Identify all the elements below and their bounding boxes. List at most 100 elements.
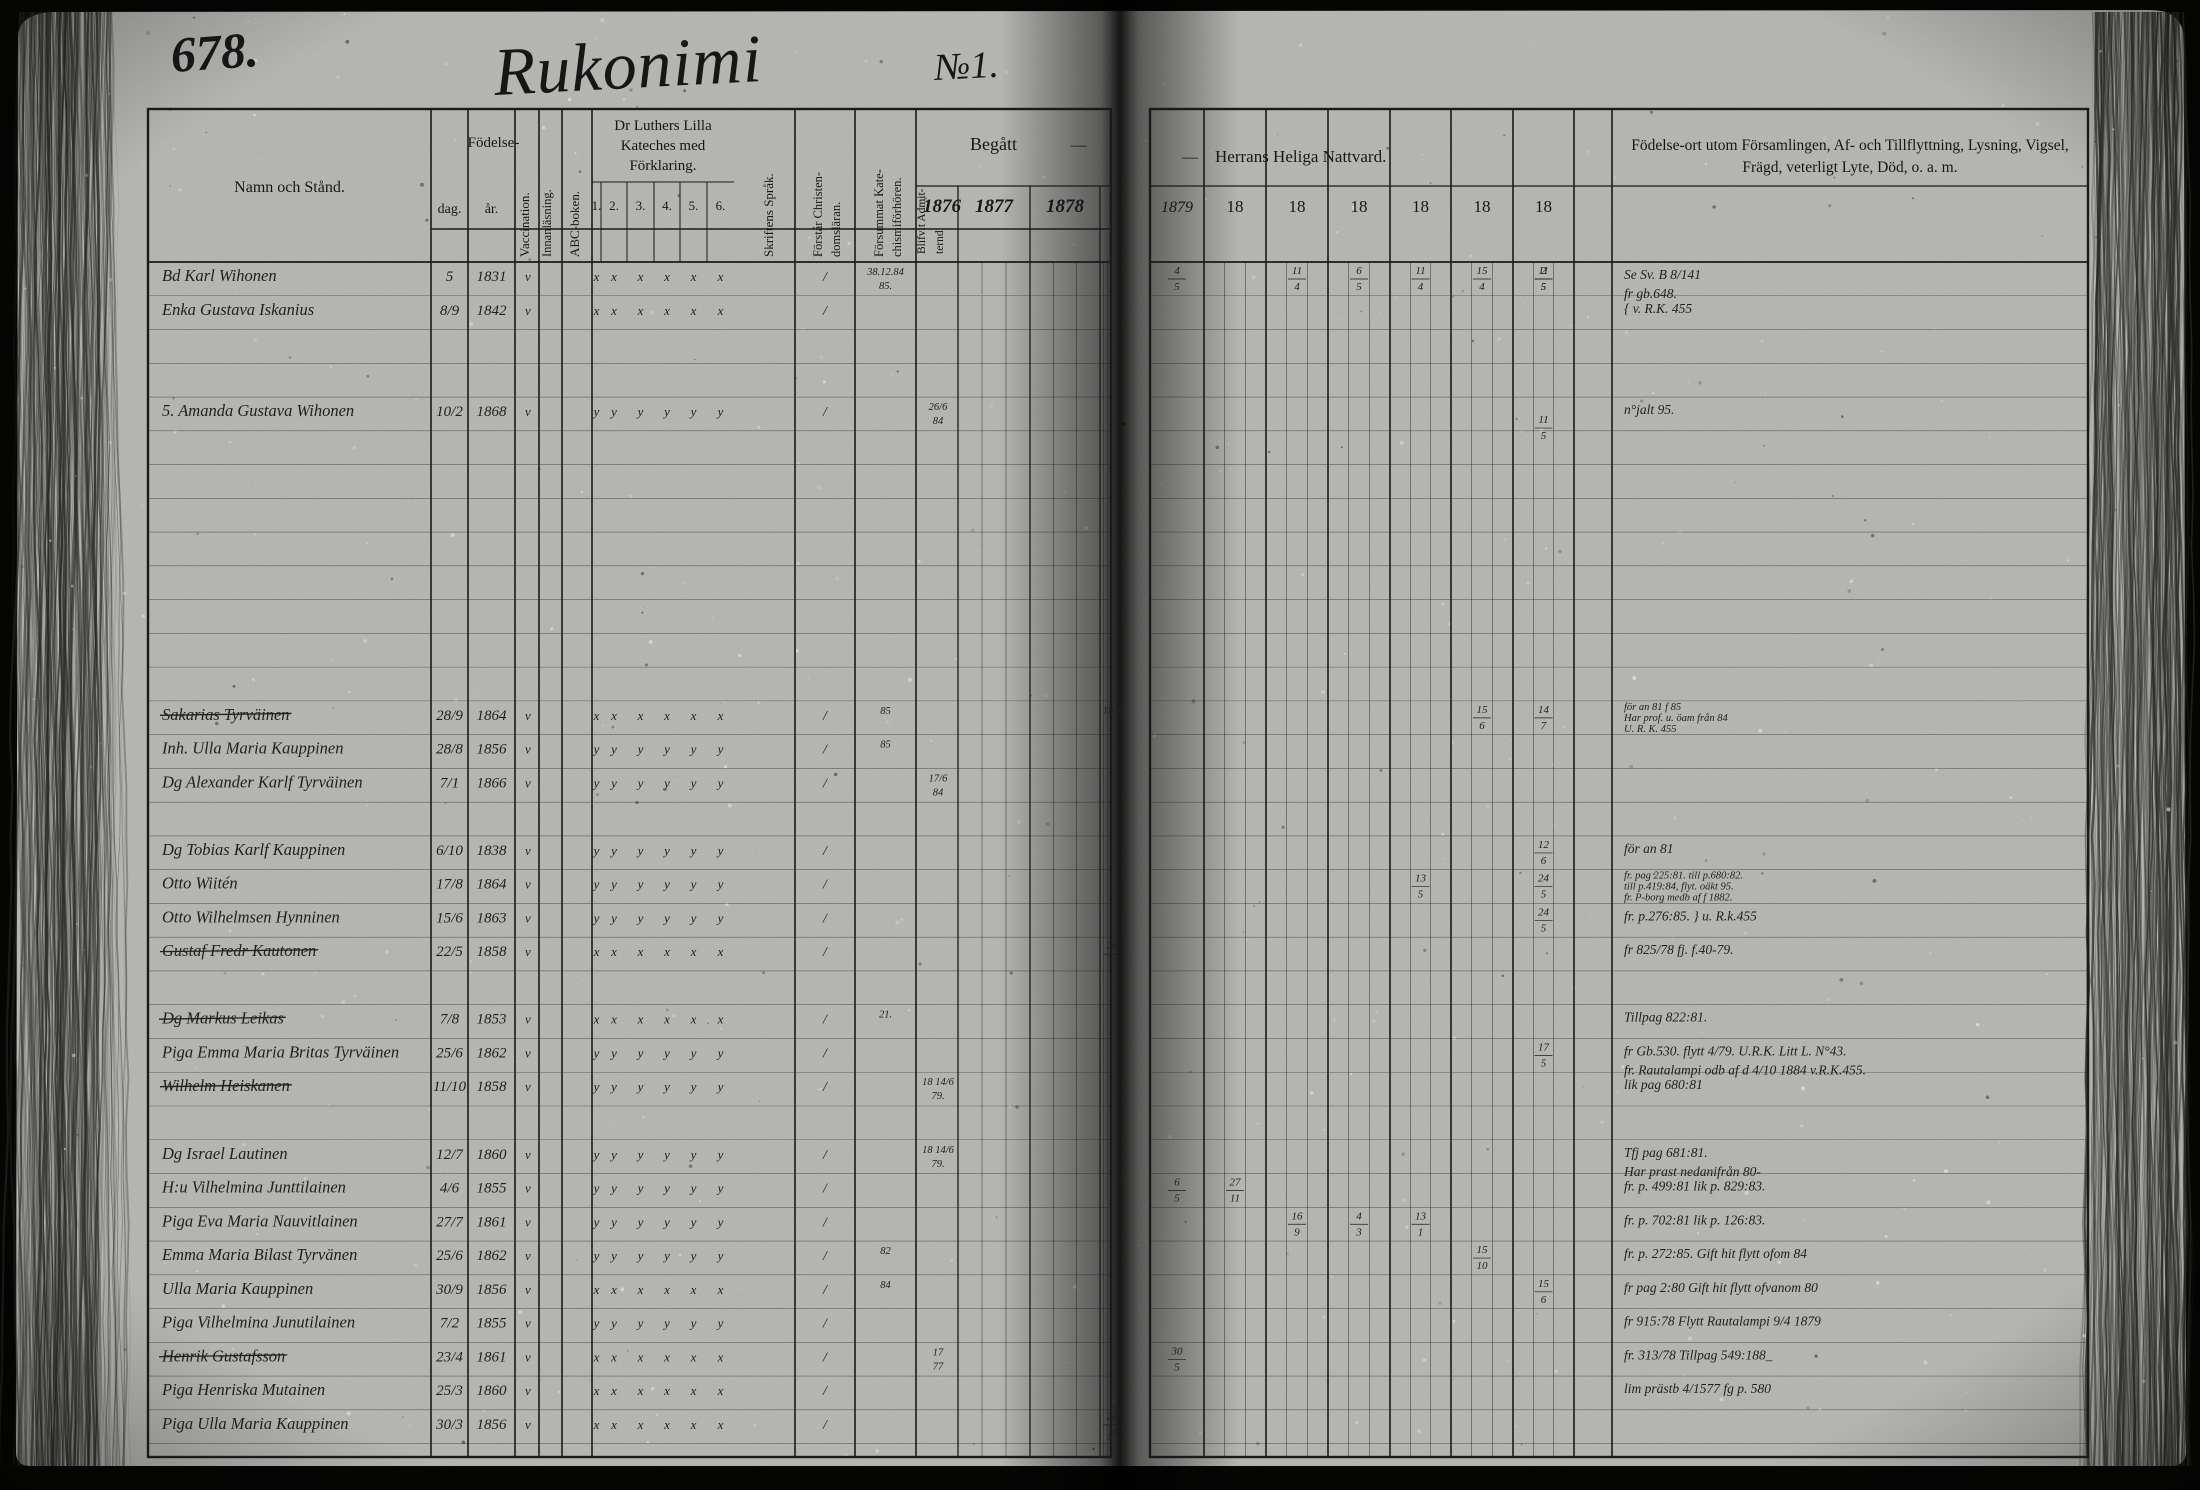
svg-text:/: / [822,1148,828,1163]
svg-text:v: v [525,944,531,959]
svg-text:4: 4 [1418,281,1424,293]
svg-text:3.: 3. [636,198,646,213]
svg-text:1853: 1853 [477,1012,507,1028]
svg-text:x: x [690,269,697,284]
svg-text:fr Gb.530. flytt 4/79. U.R.K.: fr Gb.530. flytt 4/79. U.R.K. Litt L. N°… [1624,1043,1847,1058]
svg-text:16: 16 [1292,1210,1304,1222]
svg-text:1864: 1864 [477,877,508,893]
svg-text:Piga Henriska Mutainen: Piga Henriska Mutainen [161,1380,325,1399]
svg-text:y: y [592,742,600,757]
svg-text:24: 24 [1538,873,1550,885]
svg-text:25/6: 25/6 [436,1248,463,1264]
svg-text:1878: 1878 [1046,196,1085,217]
svg-text:Piga Emma Maria Britas Tyrväin: Piga Emma Maria Britas Tyrväinen [161,1042,399,1061]
svg-text:4: 4 [1356,1210,1362,1222]
svg-text:5.: 5. [689,198,699,213]
svg-text:1868: 1868 [477,404,508,420]
svg-text:№1.: №1. [931,44,999,89]
svg-text:Skriftens Språk.: Skriftens Språk. [761,173,776,257]
svg-text:27/7: 27/7 [436,1214,464,1230]
svg-text:/: / [822,945,828,960]
svg-text:7/2: 7/2 [440,1316,460,1332]
svg-text:5: 5 [1174,1361,1180,1373]
svg-text:28/8: 28/8 [436,742,463,758]
svg-text:y: y [689,1045,697,1060]
svg-text:y: y [716,742,724,757]
svg-text:6.: 6. [716,198,726,213]
svg-text:15: 15 [1477,265,1489,277]
svg-text:6/10: 6/10 [436,843,463,859]
svg-text:y: y [662,843,670,858]
svg-text:y: y [689,1147,697,1162]
svg-text:x: x [717,1282,724,1297]
svg-text:1862: 1862 [477,1248,508,1264]
svg-text:17/8: 17/8 [436,877,463,893]
svg-text:x: x [717,708,724,723]
svg-text:4: 4 [1294,281,1300,293]
svg-text:/: / [822,1350,828,1365]
svg-text:x: x [610,1012,617,1027]
svg-text:y: y [662,1045,670,1060]
svg-text:x: x [637,1012,644,1027]
svg-text:1877: 1877 [975,196,1015,217]
svg-text:/: / [822,304,828,319]
svg-text:x: x [593,944,600,959]
svg-text:y: y [636,910,644,925]
svg-text:x: x [637,944,644,959]
svg-text:77: 77 [933,1361,944,1372]
svg-text:4.: 4. [662,198,672,213]
svg-text:/: / [822,1046,828,1061]
svg-text:x: x [637,1282,644,1297]
svg-text:Ulla Maria Kauppinen: Ulla Maria Kauppinen [162,1279,313,1298]
svg-text:1858: 1858 [477,1079,508,1095]
svg-text:10: 10 [1477,1260,1489,1272]
svg-text:79.: 79. [931,1091,944,1102]
svg-text:Piga Eva Maria Nauvitlainen: Piga Eva Maria Nauvitlainen [161,1211,358,1230]
svg-text:y: y [716,1045,724,1060]
svg-text:v: v [525,404,531,419]
svg-text:Otto Wiitén: Otto Wiitén [162,874,238,893]
svg-text:till p.419:84, flyt. oäkt 95.: till p.419:84, flyt. oäkt 95. [1624,882,1734,893]
svg-text:7/1: 7/1 [440,775,459,791]
svg-text:Kateches med: Kateches med [621,138,706,154]
svg-text:30: 30 [1171,1345,1184,1357]
svg-text:v: v [525,1248,531,1263]
svg-text:11: 11 [1292,265,1302,277]
svg-text:v: v [525,910,531,925]
svg-text:1861: 1861 [477,1214,507,1230]
svg-text:Födelse-: Födelse- [468,135,520,151]
svg-text:79.: 79. [931,1159,944,1170]
svg-text:fr. 313/78 Tillpag 549:188_: fr. 313/78 Tillpag 549:188_ [1624,1347,1773,1362]
svg-text:1856: 1856 [477,1417,508,1433]
svg-text:1876: 1876 [923,196,962,217]
svg-text:x: x [690,1282,697,1297]
svg-text:y: y [662,877,670,892]
svg-text:y: y [716,1079,724,1094]
svg-text:5: 5 [1174,281,1180,293]
svg-text:lik pag 680:81: lik pag 680:81 [1624,1077,1703,1092]
svg-text:6: 6 [1356,265,1362,277]
svg-text:Inh. Ulla Maria Kauppinen: Inh. Ulla Maria Kauppinen [161,739,344,758]
svg-text:x: x [663,708,670,723]
svg-text:v: v [525,1282,531,1297]
svg-text:y: y [609,1214,617,1229]
svg-text:30/3: 30/3 [435,1417,463,1433]
svg-text:1864: 1864 [477,708,508,724]
svg-text:Tfj pag 681:81.: Tfj pag 681:81. [1624,1145,1708,1160]
svg-text:v: v [525,708,531,723]
svg-text:x: x [610,1383,617,1398]
svg-text:84: 84 [933,416,944,427]
svg-text:14: 14 [1538,704,1550,716]
svg-text:y: y [716,1181,724,1196]
svg-text:x: x [690,1417,697,1432]
svg-text:x: x [663,1349,670,1364]
svg-text:y: y [592,1181,600,1196]
svg-text:1838: 1838 [477,843,508,859]
svg-text:y: y [636,843,644,858]
svg-text:fr gb.648.: fr gb.648. [1624,286,1677,301]
svg-text:fr. Rautalampi odb af d 4/10 1: fr. Rautalampi odb af d 4/10 1884 v.R.K.… [1624,1062,1866,1077]
svg-text:1: 1 [1418,1226,1424,1238]
svg-text:y: y [716,1316,724,1331]
svg-text:x: x [717,1349,724,1364]
svg-text:1860: 1860 [477,1383,508,1399]
